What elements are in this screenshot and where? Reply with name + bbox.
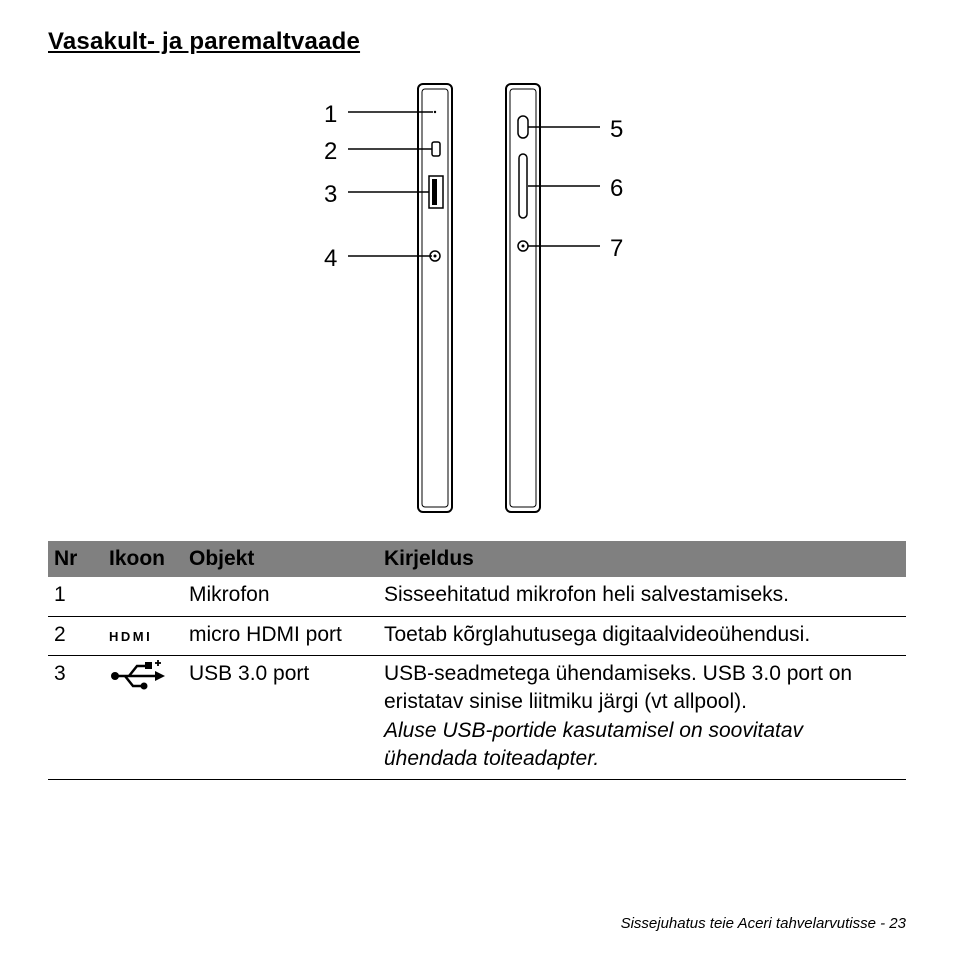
svg-text:2: 2 bbox=[324, 138, 337, 165]
diagram-svg: 1 2 3 4 5 6 7 bbox=[48, 74, 906, 539]
svg-text:1: 1 bbox=[324, 101, 337, 128]
cell-note: Aluse USB-portide kasutamisel on soovita… bbox=[384, 719, 803, 770]
cell-description: USB-seadmetega ühendamiseks. USB 3.0 por… bbox=[378, 656, 906, 780]
svg-text:6: 6 bbox=[610, 175, 623, 202]
table-row: 1 MikrofonSisseehitatud mikrofon heli sal… bbox=[48, 577, 906, 616]
device-diagram: 1 2 3 4 5 6 7 bbox=[48, 74, 906, 539]
cell-description: Sisseehitatud mikrofon heli salvestamise… bbox=[378, 577, 906, 616]
cell-object: USB 3.0 port bbox=[183, 656, 378, 780]
th-desc: Kirjeldus bbox=[378, 541, 906, 577]
table-header-row: Nr Ikoon Objekt Kirjeldus bbox=[48, 541, 906, 577]
svg-text:3: 3 bbox=[324, 181, 337, 208]
svg-text:4: 4 bbox=[324, 245, 337, 272]
cell-icon bbox=[103, 656, 183, 780]
th-icon: Ikoon bbox=[103, 541, 183, 577]
cell-nr: 2 bbox=[48, 616, 103, 655]
th-obj: Objekt bbox=[183, 541, 378, 577]
cell-object: micro HDMI port bbox=[183, 616, 378, 655]
hdmi-icon: HDMI bbox=[109, 628, 152, 646]
cell-nr: 3 bbox=[48, 656, 103, 780]
table-row: 3 USB 3.0 portUSB-seadmetega ühendamiseks… bbox=[48, 656, 906, 780]
usb-icon bbox=[109, 660, 165, 690]
table-row: 2 HDMI micro HDMI portToetab kõrglahutuseg… bbox=[48, 616, 906, 655]
page-footer: Sissejuhatus teie Aceri tahvelarvutisse … bbox=[621, 915, 906, 932]
cell-nr: 1 bbox=[48, 577, 103, 616]
cell-description: Toetab kõrglahutusega digitaalvideoühend… bbox=[378, 616, 906, 655]
cell-icon: HDMI bbox=[103, 616, 183, 655]
svg-text:5: 5 bbox=[610, 116, 623, 143]
parts-table: Nr Ikoon Objekt Kirjeldus 1 MikrofonSisse… bbox=[48, 541, 906, 780]
section-title: Vasakult- ja paremaltvaade bbox=[48, 28, 906, 56]
svg-text:7: 7 bbox=[610, 235, 623, 262]
cell-icon bbox=[103, 577, 183, 616]
cell-object: Mikrofon bbox=[183, 577, 378, 616]
th-nr: Nr bbox=[48, 541, 103, 577]
